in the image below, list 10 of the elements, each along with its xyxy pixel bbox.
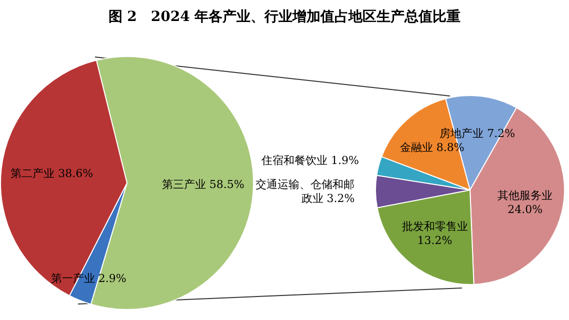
slice-label: 第二产业 38.6%	[10, 167, 94, 182]
data-label: 24.0%	[508, 203, 543, 216]
slice-label: 批发和零售业	[402, 220, 468, 234]
slice-label: 第三产业 58.5%	[162, 178, 244, 192]
slice-label: 住宿和餐饮业 1.9%	[262, 154, 359, 168]
data-label: 13.2%	[417, 234, 452, 248]
slice-label: 交通运输、仓储和邮政业 3.2%	[256, 178, 355, 206]
slice-label: 第一产业 2.9%	[50, 272, 126, 286]
text: 图 2 2024 年各产业、行业增加值占地区生产总值比重	[107, 8, 462, 26]
slice-label: 其他服务业	[498, 189, 553, 202]
